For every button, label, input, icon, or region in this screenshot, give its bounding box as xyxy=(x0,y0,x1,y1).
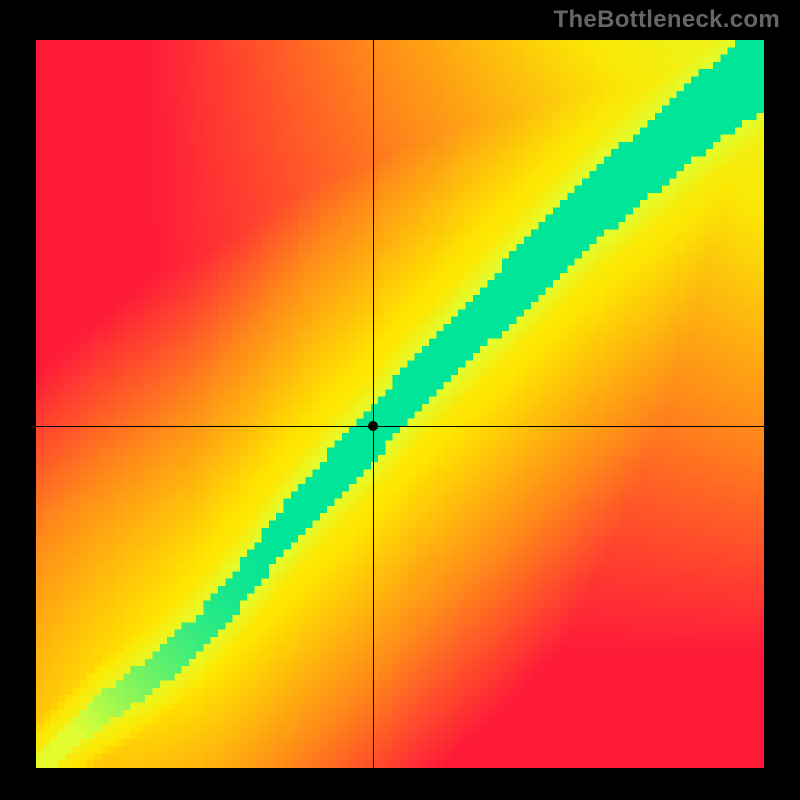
frame-left xyxy=(0,40,36,768)
frame-bottom xyxy=(0,768,800,800)
attribution-text: TheBottleneck.com xyxy=(554,6,780,34)
crosshair-vertical xyxy=(373,40,374,768)
crosshair-horizontal xyxy=(36,426,764,427)
bottleneck-heatmap xyxy=(36,40,764,768)
frame-right xyxy=(764,40,800,768)
crosshair-point xyxy=(368,421,378,431)
stage: TheBottleneck.com xyxy=(0,0,800,800)
